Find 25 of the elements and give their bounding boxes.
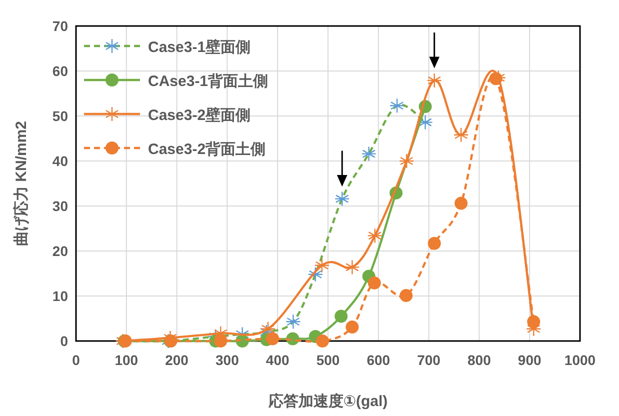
y-axis-title: 曲げ応力 KN/mm2 bbox=[12, 120, 30, 246]
y-tick-label: 50 bbox=[52, 108, 68, 124]
y-tick-label: 60 bbox=[52, 63, 68, 79]
x-tick-label: 700 bbox=[417, 352, 441, 368]
y-tick-label: 70 bbox=[52, 18, 68, 34]
x-tick-label: 0 bbox=[72, 352, 80, 368]
y-tick-label: 30 bbox=[52, 198, 68, 214]
legend-label: CAse3-1背面土側 bbox=[148, 73, 268, 90]
x-axis-title: 応答加速度①(gal) bbox=[267, 392, 388, 410]
x-tick-label: 900 bbox=[518, 352, 542, 368]
x-tick-label: 1000 bbox=[564, 352, 596, 368]
y-tick-label: 20 bbox=[52, 243, 68, 259]
x-tick-label: 200 bbox=[165, 352, 189, 368]
legend-label: Case3-2壁面側 bbox=[148, 106, 251, 124]
x-tick-label: 800 bbox=[468, 352, 492, 368]
x-tick-label: 400 bbox=[266, 352, 290, 368]
x-tick-label: 600 bbox=[366, 352, 390, 368]
y-tick-label: 10 bbox=[52, 288, 68, 304]
y-tick-label: 40 bbox=[52, 153, 68, 169]
x-tick-label: 500 bbox=[316, 352, 340, 368]
x-tick-label: 300 bbox=[216, 352, 240, 368]
legend-label: Case3-2背面土側 bbox=[148, 141, 266, 158]
y-tick-label: 0 bbox=[60, 333, 68, 349]
legend-label: Case3-1壁面側 bbox=[148, 38, 251, 56]
x-tick-label: 100 bbox=[114, 352, 138, 368]
